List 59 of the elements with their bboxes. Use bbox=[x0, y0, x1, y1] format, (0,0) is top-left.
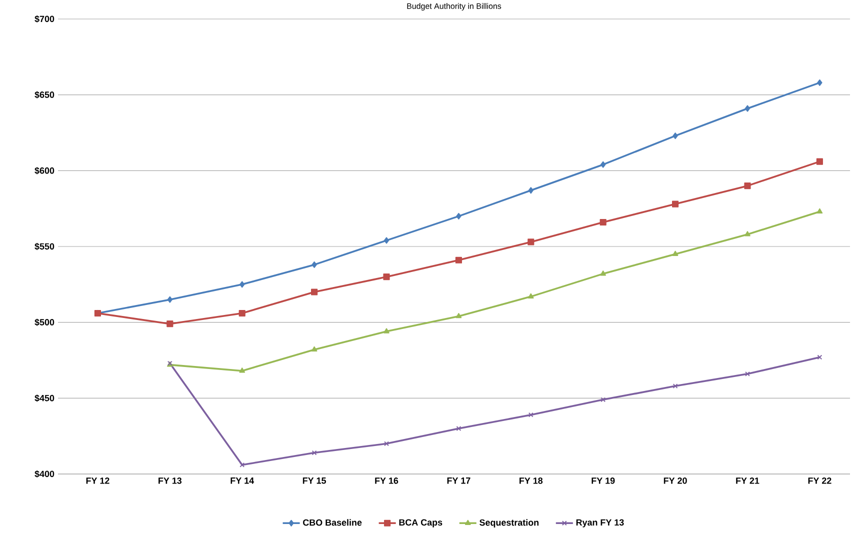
point bbox=[745, 371, 750, 376]
y-tick-label: $500 bbox=[34, 318, 54, 326]
point bbox=[311, 288, 318, 296]
point bbox=[455, 256, 462, 264]
point bbox=[816, 208, 823, 214]
point bbox=[238, 310, 246, 317]
point bbox=[312, 261, 317, 268]
point bbox=[744, 231, 750, 236]
legend-label: BCA Caps bbox=[399, 519, 442, 528]
x-tick-label: FY 13 bbox=[158, 478, 182, 484]
point bbox=[456, 212, 462, 220]
point bbox=[384, 237, 390, 244]
point bbox=[672, 384, 678, 389]
x-tick-label: FY 17 bbox=[447, 478, 470, 484]
y-tick-label: $400 bbox=[34, 470, 54, 478]
point bbox=[816, 158, 823, 165]
x-tick-label: FY 18 bbox=[520, 478, 543, 484]
point bbox=[817, 79, 822, 86]
point bbox=[312, 450, 317, 456]
y-tick-label: $450 bbox=[34, 394, 54, 402]
point bbox=[240, 281, 245, 288]
point bbox=[744, 182, 751, 190]
point bbox=[456, 426, 462, 431]
y-tick-label: $550 bbox=[34, 242, 54, 250]
point bbox=[528, 187, 534, 194]
point bbox=[600, 161, 606, 168]
x-tick-label: FY 22 bbox=[808, 478, 832, 484]
point bbox=[240, 462, 245, 468]
point bbox=[528, 293, 534, 298]
x-tick-label: FY 20 bbox=[664, 478, 687, 484]
point bbox=[528, 238, 534, 246]
point bbox=[672, 250, 678, 256]
y-tick-label: $700 bbox=[34, 15, 54, 23]
point bbox=[744, 105, 750, 112]
legend-label: Sequestration bbox=[480, 519, 539, 528]
point bbox=[383, 274, 390, 280]
legend-label: CBO Baseline bbox=[303, 519, 362, 526]
x-tick-label: FY 14 bbox=[230, 478, 254, 484]
x-tick-label: FY 19 bbox=[592, 478, 615, 484]
point bbox=[384, 441, 389, 446]
point bbox=[600, 270, 606, 276]
y-tick-label: $600 bbox=[34, 167, 54, 174]
point bbox=[167, 296, 172, 303]
point bbox=[166, 320, 174, 328]
point bbox=[528, 412, 534, 418]
point bbox=[384, 328, 390, 334]
x-tick-label: FY 12 bbox=[86, 478, 110, 484]
x-tick-label: FY 15 bbox=[302, 478, 326, 484]
x-tick-label: FY 16 bbox=[375, 478, 398, 484]
point bbox=[239, 368, 246, 373]
point bbox=[672, 132, 678, 140]
legend-label: Ryan FY 13 bbox=[576, 519, 624, 528]
point bbox=[311, 346, 318, 352]
point bbox=[600, 397, 606, 402]
point bbox=[456, 312, 462, 318]
point bbox=[672, 200, 679, 208]
y-tick-label: $650 bbox=[34, 91, 54, 98]
point bbox=[600, 218, 606, 226]
x-tick-label: FY 21 bbox=[736, 478, 760, 484]
